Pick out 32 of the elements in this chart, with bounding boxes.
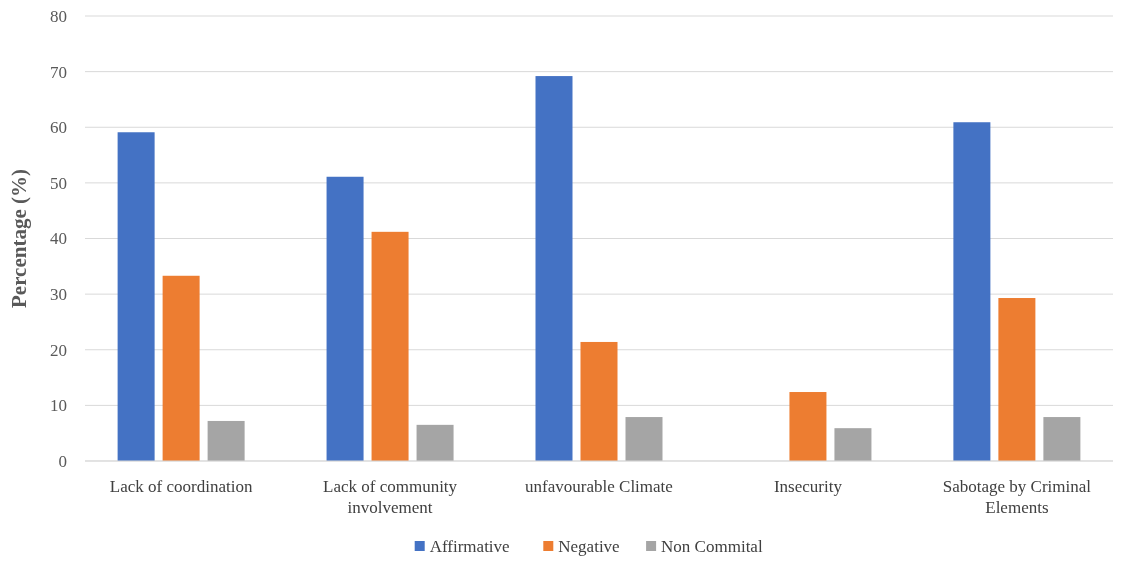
y-tick-label: 70 <box>50 62 67 82</box>
bar <box>953 122 991 461</box>
bar <box>1043 417 1081 461</box>
y-tick-label: 80 <box>50 6 67 26</box>
y-tick-label: 30 <box>50 285 67 305</box>
legend-label: Affirmative <box>429 537 510 556</box>
y-tick-label: 10 <box>50 396 67 416</box>
bar <box>326 176 364 461</box>
x-tick-label: Lack of community involvement <box>323 477 458 517</box>
bar <box>207 420 245 461</box>
bar <box>162 275 200 461</box>
legend-label: Non Commital <box>661 537 763 556</box>
y-tick-label: 0 <box>58 451 67 471</box>
bar <box>998 298 1036 461</box>
bar <box>789 392 827 461</box>
bar <box>834 428 872 461</box>
x-tick-label: Lack of coordination <box>109 477 253 496</box>
y-tick-label: 60 <box>50 118 67 138</box>
bar <box>625 417 663 461</box>
bar <box>416 424 454 461</box>
bar <box>580 341 618 461</box>
legend-label: Negative <box>558 537 620 556</box>
bar <box>117 132 155 461</box>
bar <box>371 231 409 461</box>
y-axis-title: Percentage (%) <box>7 169 31 308</box>
x-tick-label: unfavourable Climate <box>525 477 673 496</box>
y-tick-label: 40 <box>50 229 67 249</box>
x-tick-label: Sabotage by Criminal Elements <box>942 477 1092 517</box>
y-tick-label: 20 <box>50 340 67 360</box>
bar <box>535 76 573 461</box>
x-tick-label: Insecurity <box>773 477 843 496</box>
y-tick-label: 50 <box>50 173 67 193</box>
